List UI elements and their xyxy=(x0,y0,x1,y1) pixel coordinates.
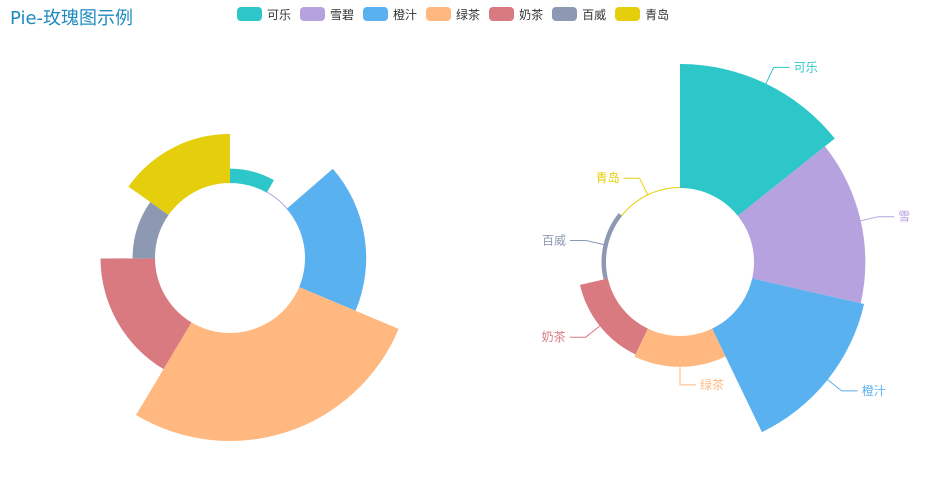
rose-sector-青岛[interactable] xyxy=(621,187,680,216)
legend-label: 橙汁 xyxy=(393,7,418,22)
legend-swatch xyxy=(615,7,641,21)
legend-item-2[interactable]: 橙汁 xyxy=(363,6,417,23)
rose-sector-百威[interactable] xyxy=(132,202,169,259)
sector-label-雪碧: 雪 xyxy=(898,210,910,224)
rose-sector-奶茶[interactable] xyxy=(100,258,192,370)
sector-label-百威: 百威 xyxy=(542,234,566,248)
sector-label-奶茶: 奶茶 xyxy=(542,329,566,344)
sector-label-绿茶: 绿茶 xyxy=(700,377,724,392)
rose-sector-青岛[interactable] xyxy=(128,133,230,215)
legend-label: 雪碧 xyxy=(330,7,355,22)
label-line-青岛 xyxy=(623,177,648,195)
chart-title: Pie-玫瑰图示例 xyxy=(10,8,134,29)
rose-sector-可乐[interactable] xyxy=(680,64,835,216)
legend-label: 奶茶 xyxy=(519,7,544,22)
rose-sector-可乐[interactable] xyxy=(230,168,274,193)
legend-item-0[interactable]: 可乐 xyxy=(237,6,291,23)
sector-label-青岛: 青岛 xyxy=(596,170,620,185)
label-line-橙汁 xyxy=(827,379,858,392)
legend: 可乐 雪碧 橙汁 绿茶 奶茶 百威 青岛 xyxy=(237,6,678,22)
legend-label: 百威 xyxy=(582,7,607,22)
legend-label: 可乐 xyxy=(267,7,292,22)
legend-item-4[interactable]: 奶茶 xyxy=(489,6,543,23)
legend-item-5[interactable]: 百威 xyxy=(552,6,606,23)
rose-chart-radius xyxy=(100,133,399,442)
rose-sector-橙汁[interactable] xyxy=(286,168,367,311)
rose-sector-雪碧[interactable] xyxy=(266,191,288,209)
rose-sector-绿茶[interactable] xyxy=(634,328,726,367)
label-line-雪碧 xyxy=(860,216,895,222)
legend-item-1[interactable]: 雪碧 xyxy=(300,6,354,23)
label-line-百威 xyxy=(570,240,604,245)
legend-swatch xyxy=(552,7,578,21)
label-line-奶茶 xyxy=(569,325,601,338)
rose-sector-雪碧[interactable] xyxy=(737,146,866,304)
label-line-绿茶 xyxy=(679,366,696,386)
rose-sector-橙汁[interactable] xyxy=(712,278,865,433)
sector-label-可乐: 可乐 xyxy=(794,60,818,74)
legend-swatch xyxy=(489,7,515,21)
legend-label: 青岛 xyxy=(645,7,670,22)
legend-swatch xyxy=(363,7,389,21)
legend-swatch xyxy=(300,7,326,21)
legend-swatch xyxy=(237,7,262,21)
legend-item-3[interactable]: 绿茶 xyxy=(426,6,480,23)
legend-label: 绿茶 xyxy=(456,7,481,22)
sector-label-橙汁: 橙汁 xyxy=(862,383,886,398)
rose-sector-奶茶[interactable] xyxy=(579,278,648,355)
label-line-可乐 xyxy=(765,66,790,84)
rose-sector-百威[interactable] xyxy=(601,213,623,280)
legend-item-6[interactable]: 青岛 xyxy=(615,6,669,23)
rose-sector-绿茶[interactable] xyxy=(136,287,399,442)
legend-swatch xyxy=(426,7,452,21)
